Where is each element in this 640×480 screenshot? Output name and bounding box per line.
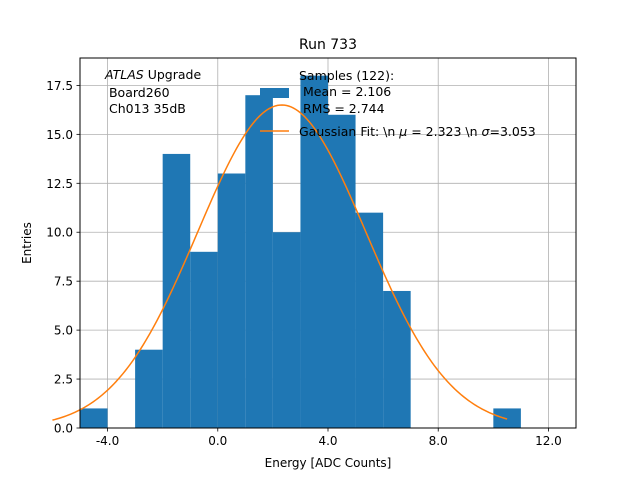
histogram-bar — [383, 290, 411, 428]
gaussian-fit-curve — [52, 104, 508, 421]
legend-rms: RMS = 2.744 — [299, 101, 385, 116]
y-tick-label: 5.0 — [54, 324, 73, 338]
histogram-bar — [328, 114, 356, 428]
y-axis-label: Entries — [20, 222, 34, 264]
legend-fit-sigma-symbol: σ — [482, 124, 491, 139]
legend-fit-label: Gaussian Fit: \n μ = 2.323 \n σ=3.053 — [299, 124, 536, 139]
annotation-line-1: ATLAS Upgrade — [104, 67, 201, 82]
histogram-bar — [190, 251, 218, 428]
histogram-bar — [245, 95, 273, 428]
histogram-bar — [162, 153, 191, 429]
histogram-bar — [355, 212, 384, 428]
legend-samples-count: Samples (122): — [299, 68, 394, 83]
histogram-bar — [300, 75, 328, 428]
y-axis-ticks: 0.0 2.5 5.0 7.5 10.0 12.5 15.0 17.5 — [46, 79, 80, 436]
annotation-channel: Ch013 35dB — [105, 101, 186, 116]
upgrade-label: Upgrade — [144, 67, 202, 82]
legend-fit-mu-value: = 2.323 \n — [407, 124, 481, 139]
x-tick-label: 8.0 — [429, 434, 448, 448]
atlas-annotation: ATLAS Upgrade Board260 Ch013 35dB — [104, 67, 201, 116]
histogram-bars — [80, 75, 521, 429]
x-tick-label: 4.0 — [318, 434, 337, 448]
x-axis-ticks: -4.0 0.0 4.0 8.0 12.0 — [96, 428, 562, 448]
legend-fit-sigma-value: =3.053 — [489, 124, 535, 139]
y-tick-label: 7.5 — [54, 275, 73, 289]
legend-fit-prefix: Gaussian Fit: \n — [299, 124, 399, 139]
histogram-bar — [217, 173, 246, 428]
chart-title: Run 733 — [299, 37, 357, 53]
y-tick-label: 0.0 — [54, 422, 73, 436]
gaussian-fit-layer — [52, 104, 508, 421]
atlas-label: ATLAS — [104, 67, 144, 82]
annotation-board: Board260 — [105, 85, 170, 100]
y-tick-label: 12.5 — [46, 177, 73, 191]
histogram-bar — [80, 408, 108, 428]
x-tick-label: 12.0 — [535, 434, 562, 448]
x-tick-label: -4.0 — [96, 434, 119, 448]
y-tick-label: 10.0 — [46, 226, 73, 240]
y-tick-label: 15.0 — [46, 128, 73, 142]
legend-mean: Mean = 2.106 — [299, 84, 391, 99]
x-axis-label: Energy [ADC Counts] — [265, 456, 392, 470]
histogram-bar — [272, 232, 301, 428]
legend-fit-mu-symbol: μ — [398, 124, 407, 139]
y-tick-label: 17.5 — [46, 79, 73, 93]
legend-histogram-swatch — [260, 88, 289, 98]
histogram-bar — [493, 408, 521, 428]
x-tick-label: 0.0 — [208, 434, 227, 448]
y-tick-label: 2.5 — [54, 373, 73, 387]
histogram-bar — [135, 349, 163, 428]
legend: Samples (122): Mean = 2.106 RMS = 2.744 … — [260, 68, 536, 139]
